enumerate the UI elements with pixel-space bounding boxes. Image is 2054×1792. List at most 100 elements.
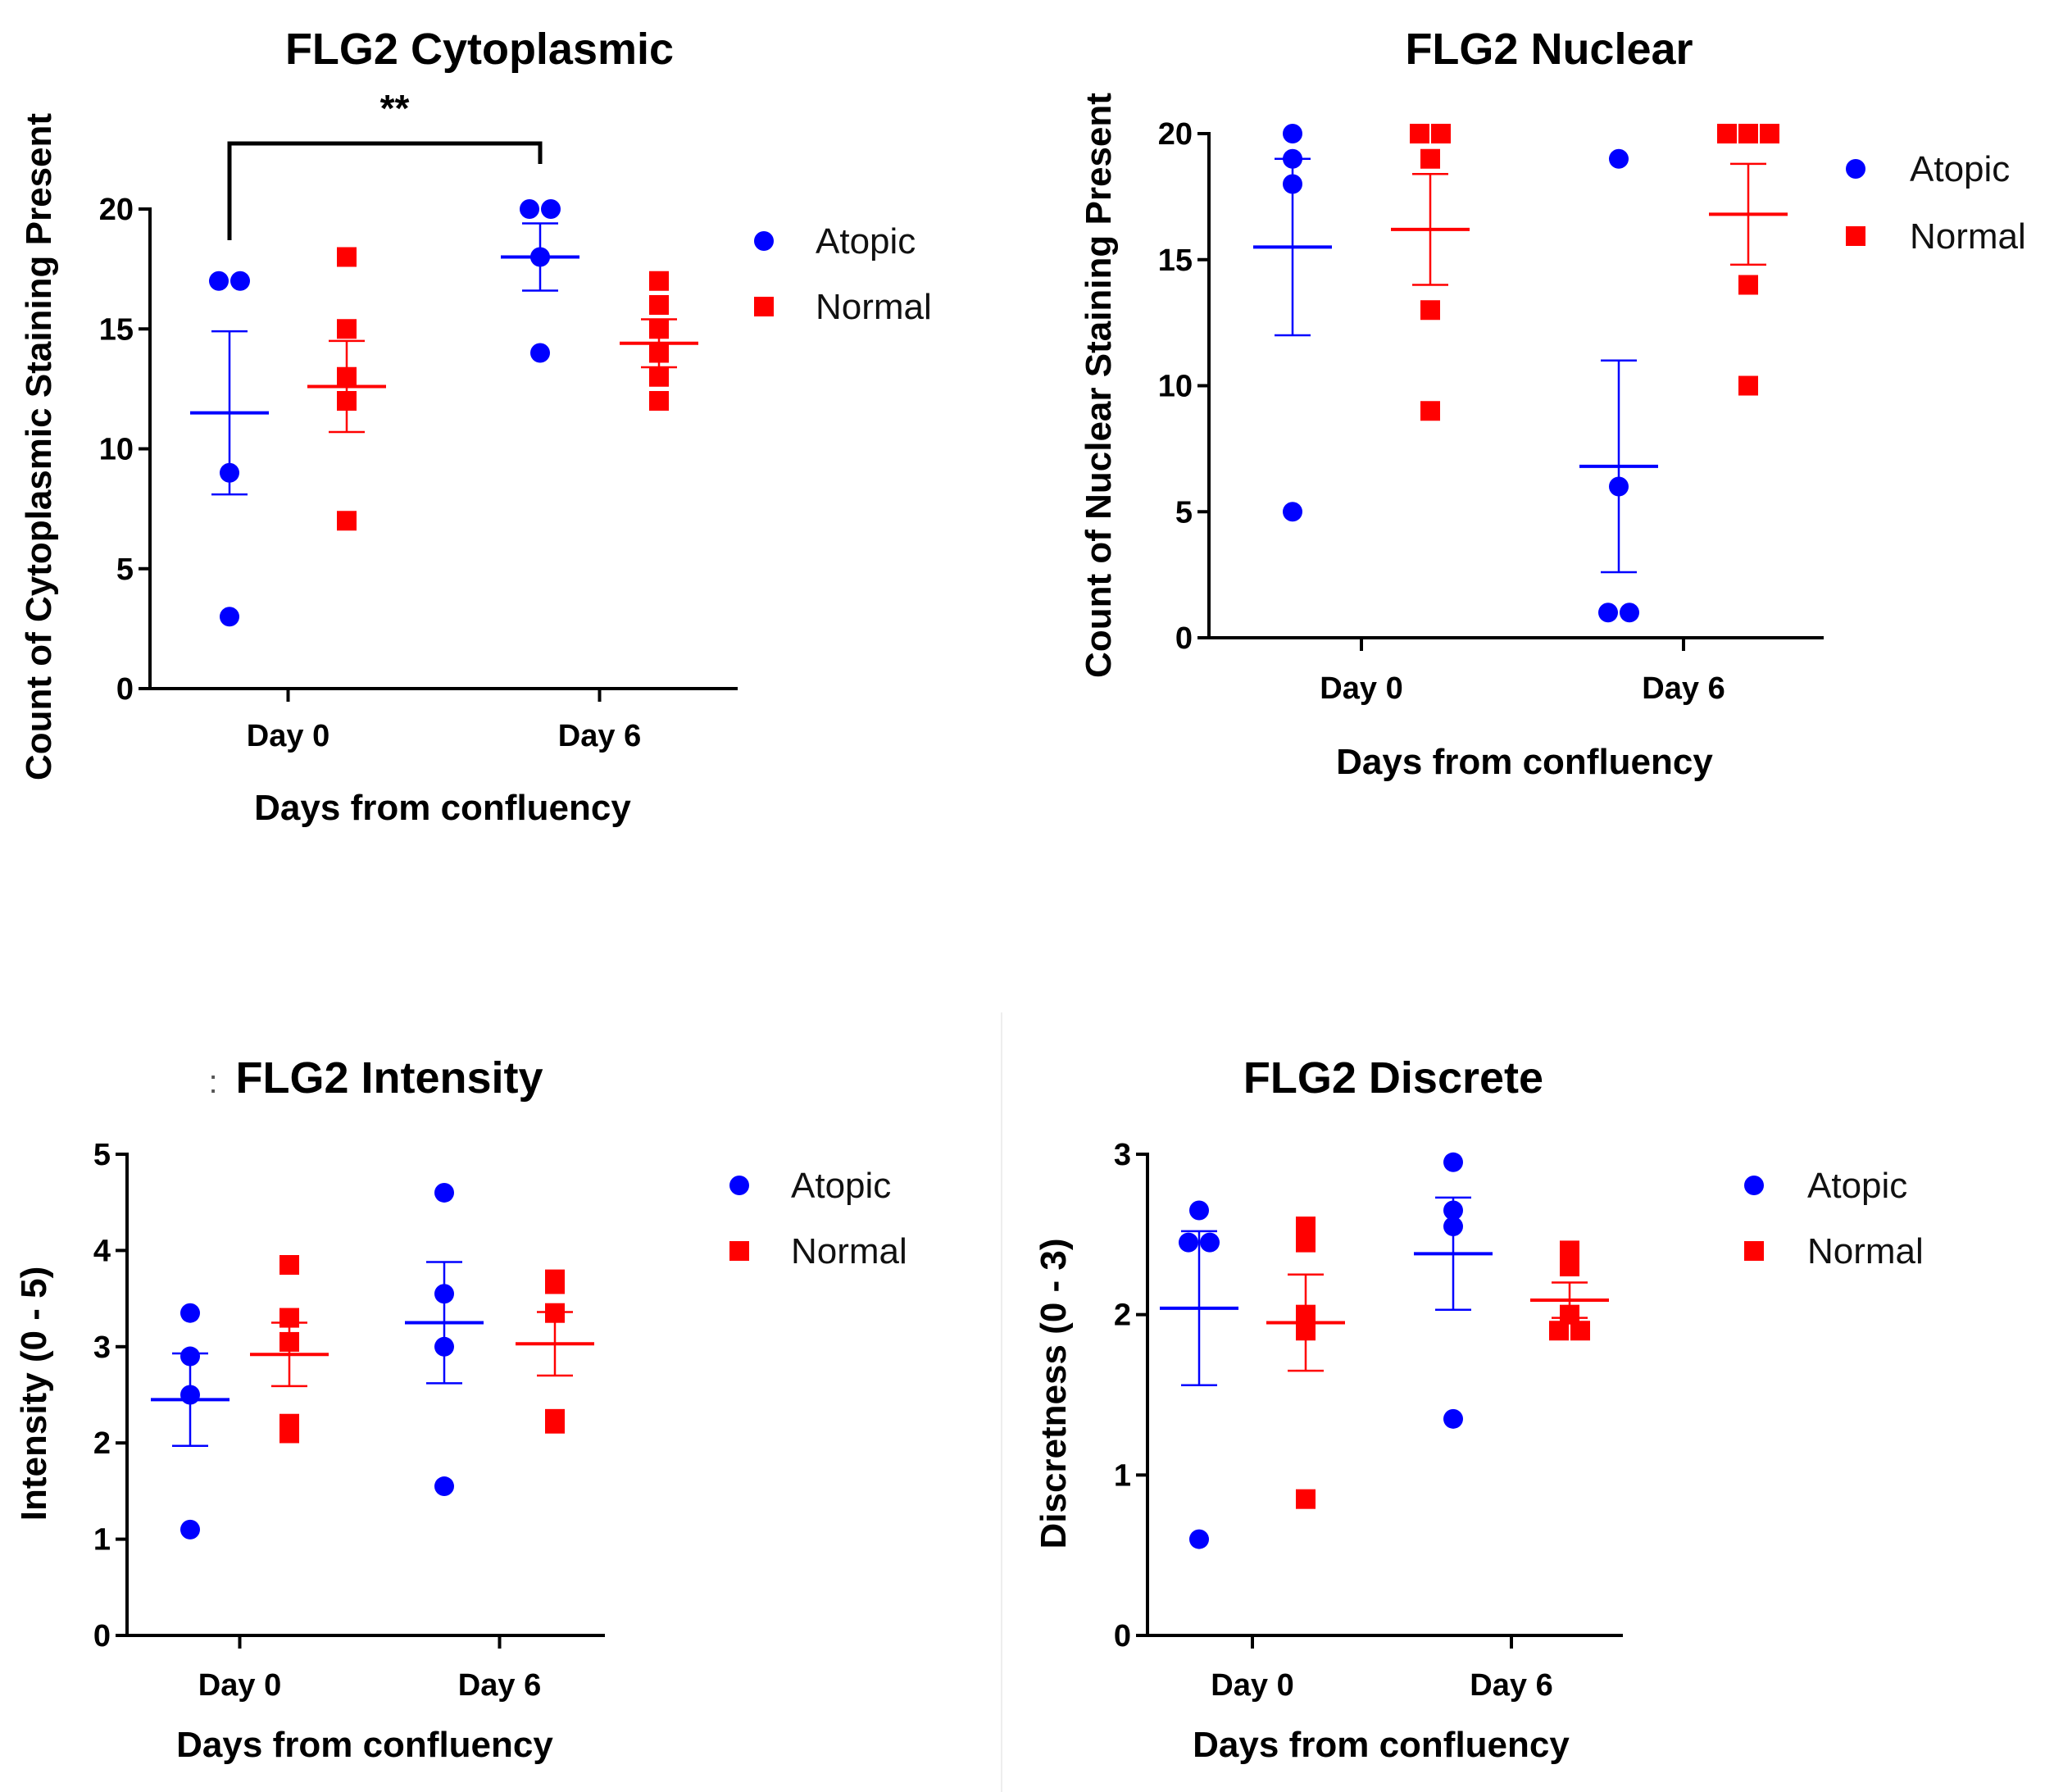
series-normal [307, 247, 698, 531]
data-point [1420, 148, 1440, 169]
chart-panel-1: FLG2 Cytoplasmic 0 5 10 15 20 Day 0 Day 6 Days f… [19, 25, 932, 828]
data-point [1443, 1152, 1463, 1172]
chart-title: FLG2 Intensity [235, 1053, 543, 1103]
data-point [1200, 1232, 1220, 1253]
data-point [1609, 148, 1629, 169]
x-tick-label: Day 0 [198, 1668, 281, 1703]
chart-panel-2: FLG2 Nuclear 0 5 10 15 20 Day 0 Day 6 Days from … [1079, 25, 2026, 782]
y-tick-label: 0 [1175, 621, 1193, 656]
data-point [1760, 124, 1779, 143]
significance-bracket [227, 141, 543, 240]
y-axis-title: Count of Nuclear Staining Present [1079, 93, 1119, 678]
data-point [1189, 1529, 1209, 1549]
legend-label: Normal [791, 1231, 907, 1271]
data-point [1443, 1408, 1463, 1429]
data-point [279, 1423, 299, 1444]
y-axis-title: Count of Cytoplasmic Staining Present [19, 113, 59, 780]
y-tick-label: 15 [1158, 243, 1193, 278]
x-tick-label: Day 6 [458, 1668, 541, 1703]
y-tick-label: 0 [93, 1619, 111, 1653]
data-point [337, 319, 357, 339]
y-tick-label: 5 [116, 553, 134, 587]
y-tick-label: 3 [93, 1330, 111, 1365]
data-point [1283, 502, 1302, 522]
data-point [1410, 124, 1429, 143]
data-point [1283, 124, 1302, 143]
data-point [649, 295, 669, 315]
data-point [230, 271, 250, 291]
y-tick-label: 0 [116, 672, 134, 707]
series-normal [1391, 124, 1788, 421]
legend-marker [1846, 159, 1865, 179]
x-axis-title: Days from confluency [176, 1725, 553, 1765]
data-point [1570, 1321, 1590, 1341]
x-axis-title: Days from confluency [1336, 742, 1713, 782]
data-point [1296, 1232, 1316, 1253]
series-atopic [151, 1182, 484, 1540]
y-tick-label: 5 [1175, 495, 1193, 530]
chart-panel-3: : FLG2 Intensity 0 1 2 3 4 5 Day 0 Day 6 Days from… [14, 1053, 907, 1765]
legend-label: Atopic [791, 1166, 891, 1206]
y-tick-label: 2 [1114, 1299, 1131, 1333]
y-tick-label: 10 [99, 433, 134, 467]
data-point [1738, 124, 1758, 143]
data-point [1717, 124, 1737, 143]
data-point [209, 271, 229, 291]
x-tick-label: Day 6 [1470, 1668, 1552, 1703]
data-point [1738, 275, 1758, 295]
legend-label: Normal [1807, 1231, 1924, 1271]
data-point [434, 1182, 454, 1203]
data-point [1598, 603, 1618, 623]
legend-label: Normal [816, 287, 932, 327]
chart-title: FLG2 Nuclear [1405, 25, 1693, 74]
x-tick-label: Day 0 [1211, 1668, 1293, 1703]
data-point [545, 1413, 565, 1434]
data-point [1431, 124, 1451, 143]
series-normal [250, 1255, 594, 1444]
data-point [520, 199, 539, 219]
x-tick-label: Day 0 [247, 719, 329, 753]
y-tick-label: 20 [1158, 117, 1193, 152]
chart-title: FLG2 Cytoplasmic [285, 25, 674, 74]
data-point [649, 271, 669, 291]
data-point [1179, 1232, 1198, 1253]
data-point [180, 1303, 200, 1323]
legend-label: Normal [1910, 216, 2026, 257]
x-tick-label: Day 0 [1320, 671, 1402, 706]
data-point [1189, 1200, 1209, 1221]
y-tick-label: 10 [1158, 370, 1193, 404]
legend: Atopic Normal [729, 1166, 907, 1271]
data-point [649, 366, 669, 387]
y-tick-label: 4 [93, 1234, 111, 1268]
data-point [541, 199, 561, 219]
series-atopic [190, 199, 579, 627]
data-point [337, 247, 357, 267]
data-point [1620, 603, 1639, 623]
x-tick-label: Day 6 [1642, 671, 1725, 706]
y-tick-label: 1 [93, 1523, 111, 1558]
x-axis-title: Days from confluency [254, 788, 631, 828]
title-prefix: : [208, 1064, 217, 1100]
y-tick-label: 3 [1114, 1138, 1131, 1172]
y-axis-title: Discretness (0 - 3) [1034, 1238, 1074, 1549]
data-point [1560, 1256, 1579, 1276]
data-point [530, 343, 550, 363]
legend: Atopic Normal [1744, 1166, 1924, 1271]
data-point [220, 607, 239, 627]
legend-label: Atopic [816, 221, 916, 262]
legend-marker [1846, 226, 1865, 246]
data-point [337, 511, 357, 531]
y-tick-label: 1 [1114, 1458, 1131, 1493]
data-point [545, 1274, 565, 1294]
legend-marker [754, 231, 774, 251]
x-tick-label: Day 6 [558, 719, 641, 753]
data-point [649, 391, 669, 411]
chart-panel-4: FLG2 Discrete 0 1 2 3 Day 0 Day 6 Days from con… [1034, 1053, 1924, 1765]
legend-marker [729, 1176, 749, 1195]
data-point [1549, 1321, 1569, 1341]
y-tick-label: 20 [99, 193, 134, 227]
y-tick-label: 5 [93, 1138, 111, 1172]
legend-label: Atopic [1910, 149, 2010, 189]
x-axis-title: Days from confluency [1193, 1725, 1570, 1765]
